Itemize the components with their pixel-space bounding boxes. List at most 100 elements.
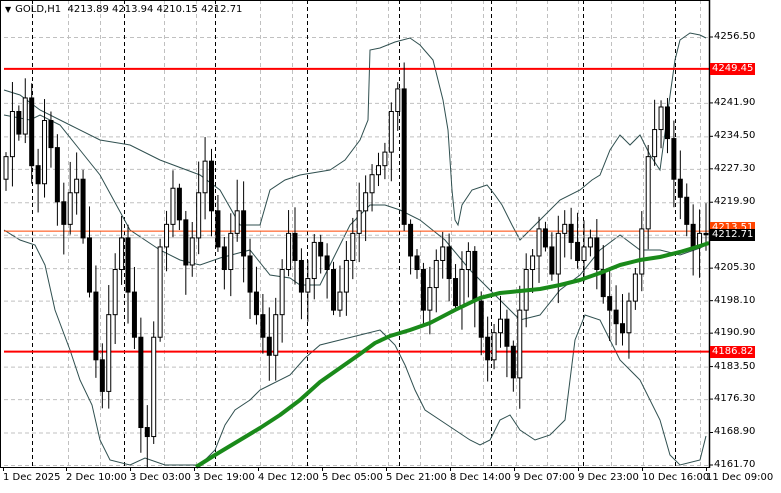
time-tick-label: 4 Dec 12:00 xyxy=(258,472,319,483)
bear-candle xyxy=(568,223,574,243)
bear-candle xyxy=(266,336,272,356)
bear-candle xyxy=(703,232,709,236)
time-tick-label: 1 Dec 2025 xyxy=(3,472,61,483)
bull-candle xyxy=(311,241,317,280)
resistance-level-label: 4249.45 xyxy=(710,62,756,75)
bull-candle xyxy=(350,232,356,261)
bull-candle xyxy=(491,332,497,361)
bear-candle xyxy=(86,237,92,293)
support-level-label: 4186.82 xyxy=(710,345,756,358)
price-tick-label: 4219.90 xyxy=(714,196,756,208)
bear-candle xyxy=(35,165,41,185)
price-tick-label: 4168.90 xyxy=(714,426,756,438)
bull-candle xyxy=(157,246,163,338)
bull-candle xyxy=(626,300,632,334)
bear-candle xyxy=(215,210,221,248)
bear-candle xyxy=(446,246,452,280)
bear-candle xyxy=(292,232,298,261)
bear-candle xyxy=(144,427,150,438)
time-tick-label: 9 Dec 23:00 xyxy=(578,472,639,483)
bear-candle xyxy=(575,241,581,261)
bear-candle xyxy=(247,255,253,293)
bear-candle xyxy=(138,336,144,429)
bear-candle xyxy=(408,223,414,257)
bull-candle xyxy=(433,259,439,289)
time-tick-label: 9 Dec 07:00 xyxy=(514,472,575,483)
bull-candle xyxy=(382,151,388,167)
bear-candle xyxy=(420,269,426,311)
dropdown-arrow-icon[interactable]: ▼ xyxy=(5,5,12,14)
grid xyxy=(4,0,709,467)
bear-candle xyxy=(684,196,690,225)
bull-candle xyxy=(22,97,28,135)
bear-candle xyxy=(221,246,227,271)
price-tick-label: 4227.30 xyxy=(714,162,756,174)
price-tick-label: 4190.90 xyxy=(714,327,756,339)
bear-candle xyxy=(664,106,670,140)
bear-candle xyxy=(61,201,67,225)
price-tick-label: 4161.70 xyxy=(714,459,756,470)
price-tick-label: 4183.50 xyxy=(714,360,756,372)
bear-candle xyxy=(99,359,105,392)
bear-candle xyxy=(318,241,324,257)
bull-candle xyxy=(42,120,48,185)
bear-candle xyxy=(16,110,22,135)
bollinger-lower xyxy=(3,229,707,466)
time-tick-label: 5 Dec 05:00 xyxy=(322,472,383,483)
bear-candle xyxy=(80,178,86,239)
bull-candle xyxy=(658,106,664,131)
bull-candle xyxy=(74,178,80,194)
bull-candle xyxy=(388,110,394,153)
bear-candle xyxy=(504,318,510,347)
bear-candle xyxy=(600,269,606,298)
bull-candle xyxy=(587,237,593,248)
bear-candle xyxy=(485,336,491,361)
bear-candle xyxy=(401,88,407,225)
bull-candle xyxy=(279,269,285,316)
bear-candle xyxy=(510,345,516,379)
bull-candle xyxy=(9,110,15,158)
bull-candle xyxy=(170,187,176,225)
bull-candle xyxy=(581,246,587,261)
bear-candle xyxy=(93,291,99,361)
bull-candle xyxy=(196,192,202,239)
bear-candle xyxy=(690,223,696,248)
bear-candle xyxy=(260,314,266,338)
bull-candle xyxy=(440,246,446,261)
bull-candle xyxy=(305,278,311,293)
bear-candle xyxy=(671,138,677,180)
bull-candle xyxy=(67,192,73,225)
bull-candle xyxy=(337,291,343,311)
bull-candle xyxy=(356,210,362,234)
bull-candle xyxy=(459,269,465,307)
bull-candle xyxy=(465,250,471,271)
moving-average xyxy=(194,241,710,469)
bear-candle xyxy=(54,147,60,203)
bull-candle xyxy=(202,160,208,194)
bull-candle xyxy=(119,237,125,271)
ohlc-values: 4213.89 4213.94 4210.15 4212.71 xyxy=(67,4,243,15)
price-tick-label: 4256.50 xyxy=(714,31,756,42)
bear-candle xyxy=(324,255,330,271)
bear-candle xyxy=(542,228,548,248)
price-tick-label: 4241.90 xyxy=(714,96,756,108)
bull-candle xyxy=(286,232,292,271)
bear-candle xyxy=(176,187,182,221)
price-tick-label: 4176.30 xyxy=(714,393,756,405)
bull-candle xyxy=(555,232,561,275)
bear-candle xyxy=(613,309,619,325)
candlesticks xyxy=(3,62,709,468)
current-price-label: 4212.71 xyxy=(710,228,756,241)
bull-candle xyxy=(151,336,157,438)
bear-candle xyxy=(472,250,478,302)
bull-candle xyxy=(517,309,523,379)
price-tick-label: 4205.30 xyxy=(714,262,756,274)
bull-candle xyxy=(3,156,9,180)
moving-average-line xyxy=(194,241,710,469)
bear-candle xyxy=(620,323,626,334)
bear-candle xyxy=(29,97,35,167)
bear-candle xyxy=(209,160,215,212)
bear-candle xyxy=(125,237,131,293)
